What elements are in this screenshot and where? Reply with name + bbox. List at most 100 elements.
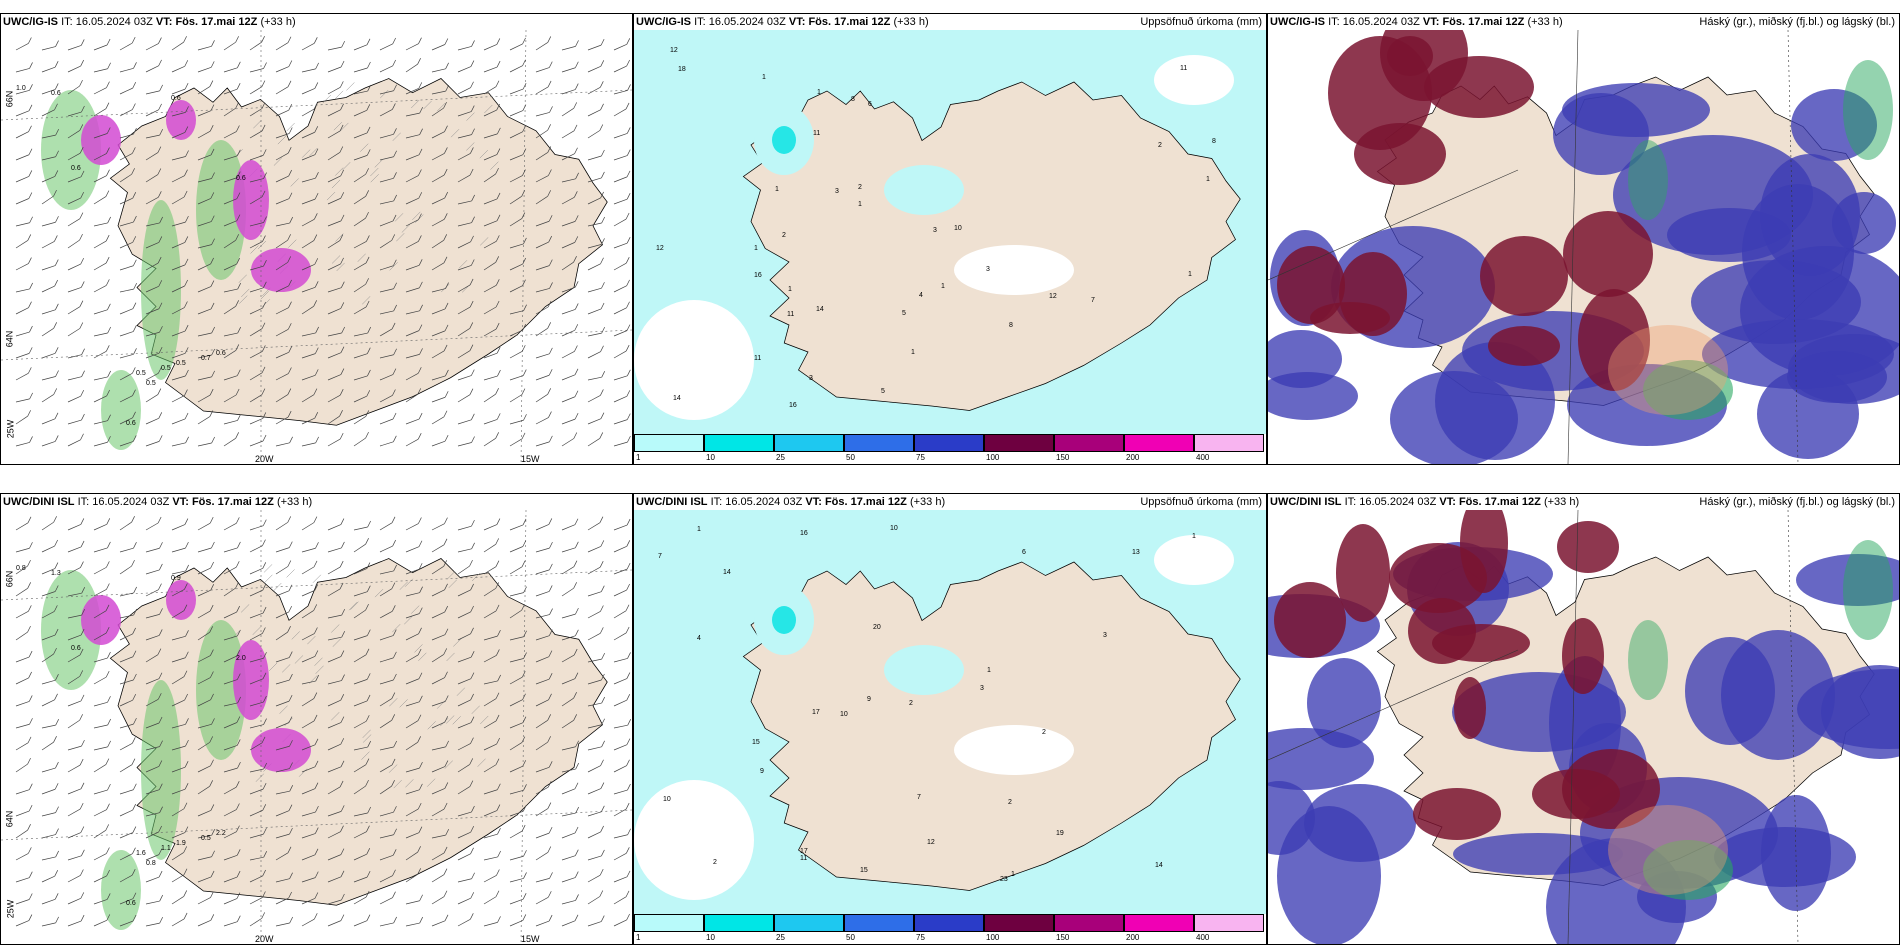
wind-barb bbox=[509, 263, 523, 271]
wind-barb bbox=[197, 522, 211, 531]
panel-title: Háský (gr.), miðský (fj.bl.) og lágský (… bbox=[1699, 16, 1895, 28]
wind-barb bbox=[197, 786, 210, 795]
wind-barb bbox=[211, 829, 216, 836]
wind-barb bbox=[80, 914, 85, 922]
value-label: 16 bbox=[754, 272, 762, 279]
lon-label: 15W bbox=[521, 934, 540, 944]
wind-barb bbox=[249, 897, 263, 905]
value-label: 11 bbox=[800, 855, 807, 862]
wind-barb bbox=[535, 896, 549, 905]
wind-barb bbox=[626, 694, 631, 701]
wind-barb bbox=[145, 654, 159, 663]
wind-barb bbox=[353, 831, 367, 839]
wind-barb bbox=[288, 605, 293, 613]
wind-barb bbox=[145, 789, 160, 795]
wind-barb bbox=[599, 432, 604, 439]
wind-barb bbox=[54, 605, 58, 612]
wind-barb bbox=[561, 566, 575, 575]
precip-area bbox=[101, 850, 141, 930]
wind-barb bbox=[613, 632, 627, 641]
wind-barb bbox=[275, 790, 290, 795]
wind-barb bbox=[93, 240, 107, 249]
wind-barb bbox=[106, 81, 110, 88]
wind-barb bbox=[471, 519, 475, 527]
wind-barb bbox=[444, 391, 449, 398]
wind-barb bbox=[67, 700, 82, 707]
wind-barb bbox=[301, 898, 316, 905]
wind-barb bbox=[301, 788, 316, 795]
wind-barb bbox=[171, 330, 186, 337]
wind-barb bbox=[327, 415, 340, 425]
wind-barb bbox=[184, 82, 189, 90]
wind-barb bbox=[587, 351, 601, 359]
wind-barb bbox=[171, 724, 186, 729]
wind-barb bbox=[548, 215, 553, 222]
wind-barb bbox=[483, 393, 496, 403]
wind-barb bbox=[443, 410, 448, 417]
value-label: 0.8 bbox=[16, 565, 26, 572]
wind-barb bbox=[587, 522, 601, 531]
wind-barb bbox=[55, 216, 59, 223]
wind-barb bbox=[327, 636, 342, 641]
wind-barb bbox=[418, 672, 423, 679]
lon-label: 20W bbox=[255, 934, 274, 944]
wind-barb bbox=[236, 870, 241, 878]
wind-barb bbox=[275, 722, 290, 729]
wind-barb bbox=[340, 302, 345, 309]
wind-barb bbox=[119, 353, 134, 359]
wind-barb bbox=[301, 68, 316, 73]
wind-barb bbox=[445, 84, 450, 92]
wind-barb bbox=[521, 345, 526, 352]
wind-barb bbox=[301, 610, 314, 619]
wind-barb bbox=[391, 605, 396, 612]
wind-barb bbox=[249, 155, 264, 161]
wind-barb bbox=[183, 912, 188, 920]
wind-barb bbox=[119, 373, 133, 381]
wind-barb bbox=[573, 256, 577, 263]
wind-barb bbox=[15, 522, 29, 531]
wind-barb bbox=[158, 848, 163, 855]
wind-barb bbox=[41, 699, 55, 707]
wind-barb bbox=[41, 328, 54, 337]
hatch-line bbox=[336, 262, 345, 272]
wind-barb bbox=[41, 724, 56, 729]
wind-barb bbox=[405, 287, 420, 293]
wind-barb bbox=[132, 411, 136, 418]
wind-barb bbox=[15, 677, 29, 685]
wind-barb bbox=[483, 896, 497, 905]
wind-barb bbox=[171, 221, 186, 227]
wind-barb bbox=[185, 106, 189, 113]
wind-barb bbox=[327, 175, 341, 183]
wind-barb bbox=[574, 518, 579, 525]
wind-barb bbox=[301, 590, 315, 597]
wind-barb bbox=[289, 762, 293, 769]
wind-barb bbox=[561, 67, 576, 73]
wind-barb bbox=[185, 718, 189, 725]
wind-barb bbox=[131, 758, 136, 765]
wind-barb bbox=[419, 106, 424, 114]
wind-barb bbox=[301, 198, 316, 205]
wind-barb bbox=[249, 633, 263, 641]
wind-barb bbox=[159, 128, 164, 136]
wind-barb bbox=[405, 546, 420, 553]
wind-barb bbox=[340, 257, 344, 265]
wind-barb bbox=[262, 782, 267, 790]
wind-barb bbox=[261, 80, 266, 87]
wind-barb bbox=[275, 657, 290, 663]
value-label: 1 bbox=[941, 283, 945, 290]
wind-barb bbox=[41, 134, 56, 139]
wind-barb bbox=[509, 438, 523, 447]
wind-barb bbox=[353, 110, 367, 117]
wind-barb bbox=[600, 915, 605, 922]
wind-barb bbox=[353, 262, 367, 271]
wind-barb bbox=[573, 582, 577, 589]
wind-barb bbox=[197, 130, 211, 139]
wind-barb bbox=[210, 671, 214, 678]
value-label: 7 bbox=[1091, 297, 1095, 304]
wind-barb bbox=[509, 218, 523, 227]
wind-barb bbox=[315, 542, 319, 549]
wind-barb bbox=[391, 692, 396, 699]
wind-barb bbox=[145, 43, 159, 51]
wind-barb bbox=[535, 635, 550, 641]
wind-barb bbox=[523, 414, 527, 421]
